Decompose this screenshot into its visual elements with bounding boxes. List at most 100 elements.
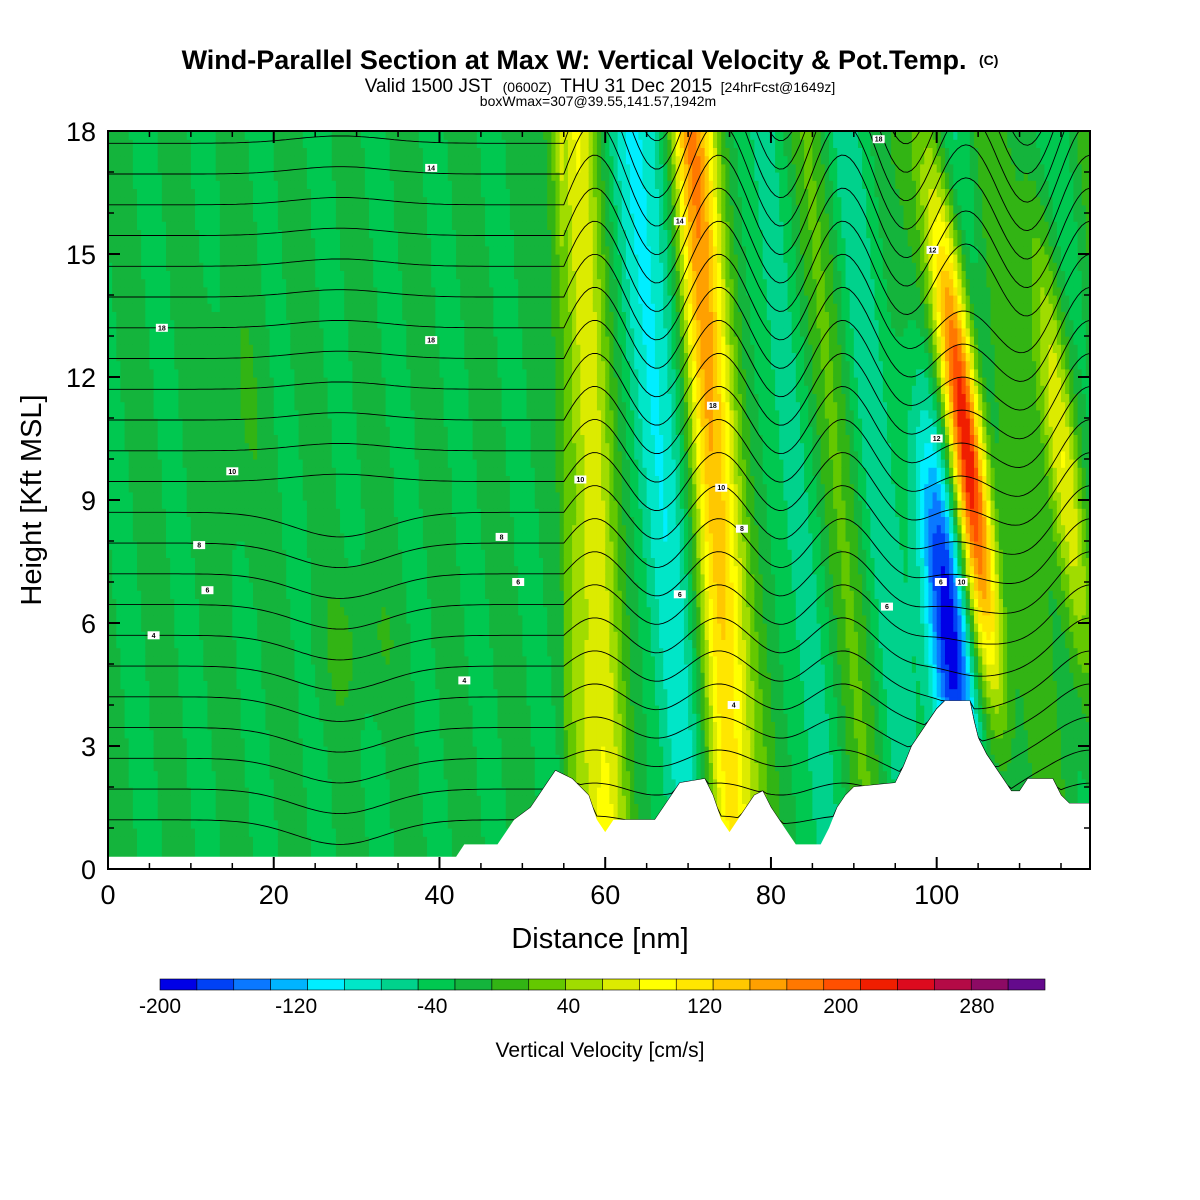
velocity-cell [183,664,188,673]
velocity-cell [137,303,142,312]
velocity-cell [162,639,167,648]
chart: Wind-Parallel Section at Max W: Vertical… [0,0,1200,1200]
velocity-cell [133,705,138,714]
velocity-cell [129,303,134,312]
velocity-cell [149,270,154,279]
velocity-cell [154,410,159,419]
velocity-cell [141,484,146,493]
velocity-cell [170,664,175,673]
velocity-cell [149,303,154,312]
velocity-cell [125,434,130,443]
velocity-cell [166,434,171,443]
velocity-cell [137,352,142,361]
velocity-cell [149,697,154,706]
velocity-cell [187,484,192,493]
velocity-cell [178,680,183,689]
velocity-cell [125,566,130,575]
velocity-cell [133,680,138,689]
velocity-cell [178,418,183,427]
velocity-cell [149,311,154,320]
velocity-cell [129,147,134,156]
velocity-cell [158,820,163,829]
velocity-cell [162,393,167,402]
velocity-cell [129,156,134,165]
velocity-cell [162,164,167,173]
velocity-cell [178,549,183,558]
velocity-cell [137,426,142,435]
velocity-cell [158,303,163,312]
velocity-cell [120,705,125,714]
velocity-cell [137,451,142,460]
velocity-cell [133,352,138,361]
velocity-cell [162,295,167,304]
velocity-cell [158,590,163,599]
velocity-cell [116,533,121,542]
velocity-cell [145,820,150,829]
velocity-cell [154,246,159,255]
velocity-cell [129,402,134,411]
velocity-cell [129,590,134,599]
velocity-cell [187,533,192,542]
velocity-cell [133,295,138,304]
velocity-cell [178,197,183,206]
velocity-cell [162,377,167,386]
velocity-cell [154,648,159,657]
velocity-cell [183,672,188,681]
velocity-cell [174,410,179,419]
velocity-cell [145,713,150,722]
velocity-cell [145,451,150,460]
velocity-cell [141,844,146,853]
velocity-cell [170,680,175,689]
velocity-cell [178,492,183,501]
velocity-cell [145,484,150,493]
velocity-cell [112,188,117,197]
velocity-cell [170,516,175,525]
velocity-cell [183,451,188,460]
velocity-cell [170,188,175,197]
velocity-cell [162,566,167,575]
velocity-cell [141,730,146,739]
velocity-cell [178,270,183,279]
velocity-cell [145,738,150,747]
velocity-cell [174,434,179,443]
velocity-cell [174,205,179,214]
velocity-cell [141,213,146,222]
velocity-cell [129,229,134,238]
velocity-cell [125,279,130,288]
velocity-cell [183,402,188,411]
velocity-cell [120,812,125,821]
velocity-cell [145,664,150,673]
velocity-cell [137,623,142,632]
velocity-cell [116,844,121,853]
velocity-cell [183,131,188,140]
velocity-cell [170,295,175,304]
velocity-cell [178,713,183,722]
velocity-cell [149,426,154,435]
velocity-cell [112,525,117,534]
velocity-cell [133,492,138,501]
velocity-cell [145,746,150,755]
velocity-cell [145,426,150,435]
velocity-cell [145,828,150,837]
velocity-cell [183,566,188,575]
velocity-cell [183,803,188,812]
velocity-cell [170,533,175,542]
velocity-cell [116,213,121,222]
velocity-cell [174,566,179,575]
velocity-cell [183,246,188,255]
velocity-cell [158,336,163,345]
velocity-cell [133,525,138,534]
velocity-cell [183,352,188,361]
velocity-cell [129,533,134,542]
velocity-cell [125,172,130,181]
velocity-cell [154,213,159,222]
velocity-cell [145,574,150,583]
velocity-cell [141,500,146,509]
velocity-cell [178,803,183,812]
velocity-cell [116,311,121,320]
velocity-cell [125,803,130,812]
velocity-cell [178,295,183,304]
velocity-cell [145,336,150,345]
velocity-cell [129,820,134,829]
velocity-cell [166,730,171,739]
